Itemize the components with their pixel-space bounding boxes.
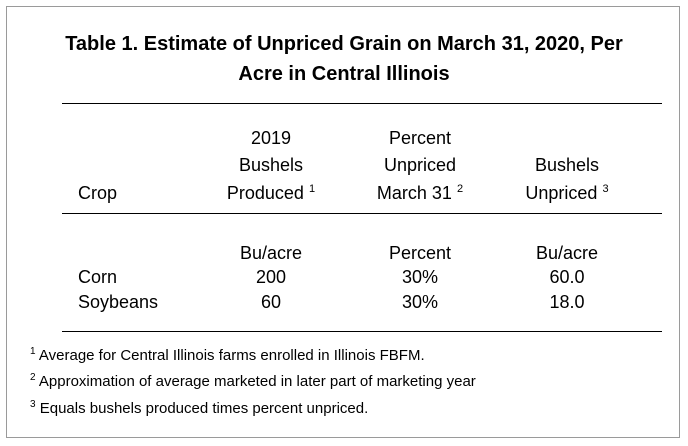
row-corn-produced: 200 <box>255 267 287 287</box>
row-soybeans-unpriced: 18.0 <box>549 292 585 312</box>
row-soybeans-crop: Soybeans <box>78 292 159 312</box>
unit-col3: Percent <box>388 243 452 263</box>
row-corn-percent: 30% <box>401 267 439 287</box>
unit-col2: Bu/acre <box>239 243 303 263</box>
footnote-1: 1 Average for Central Illinois farms enr… <box>30 346 425 366</box>
header-year: 2019 <box>250 128 292 148</box>
footnote-mark-2: 2 <box>30 372 36 383</box>
header-footnote-ref-2: 2 <box>456 183 464 195</box>
table-title: Table 1. Estimate of Unpriced Grain on M… <box>0 29 688 89</box>
footnote-text-3: Equals bushels produced times percent un… <box>39 400 369 417</box>
header-percent: Percent <box>388 128 452 148</box>
header-footnote-ref-1: 1 <box>308 183 316 195</box>
header-bushels-unpriced-2: Unpriced 3 <box>525 183 609 203</box>
row-soybeans-percent: 30% <box>401 292 439 312</box>
footnote-3: 3 Equals bushels produced times percent … <box>30 399 368 419</box>
footnote-text-2: Approximation of average marketed in lat… <box>38 373 476 390</box>
header-crop: Crop <box>78 183 118 203</box>
table-frame <box>6 6 680 438</box>
rule-bottom <box>62 331 662 332</box>
header-march-31: March 31 2 <box>376 183 464 203</box>
unit-col4: Bu/acre <box>535 243 599 263</box>
footnote-2: 2 Approximation of average marketed in l… <box>30 372 476 392</box>
row-corn-unpriced: 60.0 <box>549 267 585 287</box>
title-line-2: Acre in Central Illinois <box>238 63 450 85</box>
title-line-1: Table 1. Estimate of Unpriced Grain on M… <box>65 33 623 55</box>
footnote-text-1: Average for Central Illinois farms enrol… <box>38 347 425 364</box>
header-produced: Produced 1 <box>226 183 316 203</box>
rule-top <box>62 103 662 104</box>
row-corn-crop: Corn <box>78 267 118 287</box>
header-footnote-ref-3: 3 <box>602 183 609 195</box>
row-soybeans-produced: 60 <box>260 292 282 312</box>
header-bushels: Bushels <box>238 155 304 175</box>
footnote-mark-1: 1 <box>30 346 36 357</box>
header-bushels-unpriced-1: Bushels <box>534 155 600 175</box>
footnote-mark-3: 3 <box>30 399 36 410</box>
header-unpriced: Unpriced <box>383 155 457 175</box>
rule-header <box>62 213 662 214</box>
